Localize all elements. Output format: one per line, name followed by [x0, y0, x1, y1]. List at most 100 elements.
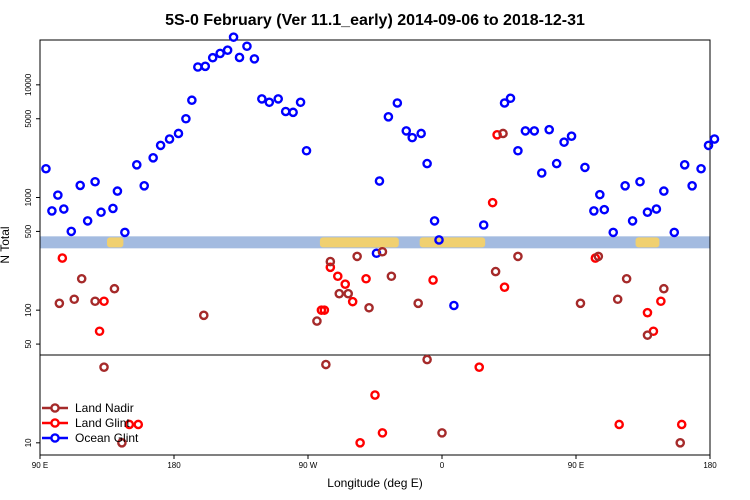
point-ocean-glint — [383, 112, 394, 122]
y-tick-label: 50 — [24, 339, 33, 348]
point-ocean-glint — [228, 32, 239, 42]
point-ocean-glint — [120, 227, 130, 238]
y-tick-label: 5000 — [24, 109, 33, 127]
point-ocean-glint — [559, 137, 569, 147]
point-land-nadir — [321, 359, 331, 370]
point-ocean-glint — [696, 163, 706, 174]
point-land-glint — [340, 279, 351, 290]
point-land-nadir — [498, 128, 508, 139]
point-land-glint — [487, 197, 498, 208]
point-ocean-glint — [703, 140, 714, 151]
point-ocean-glint — [264, 97, 275, 108]
point-ocean-glint — [520, 126, 531, 136]
point-land-nadir — [54, 298, 65, 309]
point-ocean-glint — [207, 52, 218, 63]
legend-marker — [50, 403, 60, 413]
legend-entry-land-nadir: Land Nadir — [42, 401, 134, 415]
point-ocean-glint — [66, 226, 77, 237]
point-land-nadir — [675, 438, 686, 448]
point-ocean-glint — [620, 181, 630, 191]
point-ocean-glint — [288, 107, 298, 118]
point-land-glint — [94, 326, 105, 337]
y-tick-label: 10 — [24, 438, 33, 447]
land-silhouette — [419, 237, 486, 248]
point-ocean-glint — [687, 181, 697, 191]
point-ocean-glint — [669, 227, 680, 238]
legend-entry-land-glint: Land Glint — [42, 416, 130, 430]
y-tick-label: 10000 — [24, 73, 33, 96]
point-land-nadir — [386, 271, 397, 282]
point-land-glint — [99, 296, 109, 307]
point-ocean-glint — [580, 162, 590, 173]
x-tick-label: 180 — [703, 461, 717, 470]
series-ocean-glint — [41, 32, 720, 311]
point-land-glint — [377, 428, 388, 438]
point-land-glint — [499, 282, 510, 292]
point-ocean-glint — [651, 204, 662, 214]
land-silhouette — [319, 237, 399, 248]
point-ocean-glint — [90, 176, 100, 187]
point-ocean-glint — [173, 128, 184, 139]
point-ocean-glint — [187, 95, 197, 106]
point-ocean-glint — [273, 94, 284, 104]
point-ocean-glint — [155, 140, 166, 151]
legend-label: Land Glint — [75, 416, 130, 430]
y-axis-label: N Total — [0, 226, 12, 263]
point-land-nadir — [490, 266, 501, 277]
point-land-nadir — [612, 294, 623, 305]
point-land-nadir — [413, 298, 423, 309]
legend-label: Land Nadir — [75, 401, 134, 415]
point-ocean-glint — [280, 106, 291, 117]
x-tick-label: 180 — [167, 461, 181, 470]
point-land-nadir — [621, 273, 632, 284]
point-ocean-glint — [513, 145, 523, 156]
point-ocean-glint — [505, 93, 516, 104]
legend-entry-ocean-glint: Ocean Glint — [42, 431, 139, 445]
plot-frame — [39, 39, 711, 456]
point-ocean-glint — [215, 48, 225, 59]
point-ocean-glint — [659, 186, 669, 196]
point-ocean-glint — [478, 220, 489, 230]
point-ocean-glint — [635, 176, 645, 187]
plot-border — [39, 39, 711, 456]
point-land-nadir — [69, 294, 80, 305]
point-ocean-glint — [131, 160, 142, 170]
point-land-nadir — [575, 298, 586, 309]
point-land-nadir — [352, 251, 362, 262]
point-ocean-glint — [249, 54, 260, 64]
point-land-glint — [428, 275, 438, 285]
point-ocean-glint — [200, 61, 211, 72]
point-ocean-glint — [599, 204, 610, 215]
point-land-nadir — [325, 256, 336, 267]
point-ocean-glint — [41, 163, 51, 174]
point-ocean-glint — [407, 132, 418, 143]
point-land-glint — [57, 253, 68, 263]
series-land-glint — [57, 130, 687, 448]
point-land-nadir — [76, 273, 87, 284]
band-layer — [40, 236, 710, 249]
point-ocean-glint — [148, 153, 158, 163]
point-ocean-glint — [392, 98, 403, 108]
point-ocean-glint — [595, 189, 605, 200]
point-ocean-glint — [139, 181, 150, 191]
x-tick-label: 90 W — [299, 461, 318, 470]
point-land-nadir — [109, 283, 120, 294]
point-ocean-glint — [709, 134, 720, 144]
point-ocean-glint — [96, 207, 106, 218]
point-land-nadir — [642, 330, 653, 340]
point-land-glint — [355, 438, 365, 448]
point-land-nadir — [377, 246, 388, 257]
x-axis-ticks: 90 E 180 90 W 0 90 E 180 — [32, 455, 717, 470]
land-silhouette — [635, 237, 660, 248]
legend-marker — [50, 418, 60, 428]
point-land-glint — [676, 419, 687, 430]
chart-title: 5S-0 February (Ver 11.1_early) 2014-09-0… — [165, 12, 585, 29]
point-land-nadir — [334, 288, 345, 299]
x-tick-label: 90 E — [32, 461, 48, 470]
point-ocean-glint — [449, 300, 459, 311]
point-land-nadir — [343, 288, 354, 299]
point-land-nadir — [198, 310, 209, 321]
